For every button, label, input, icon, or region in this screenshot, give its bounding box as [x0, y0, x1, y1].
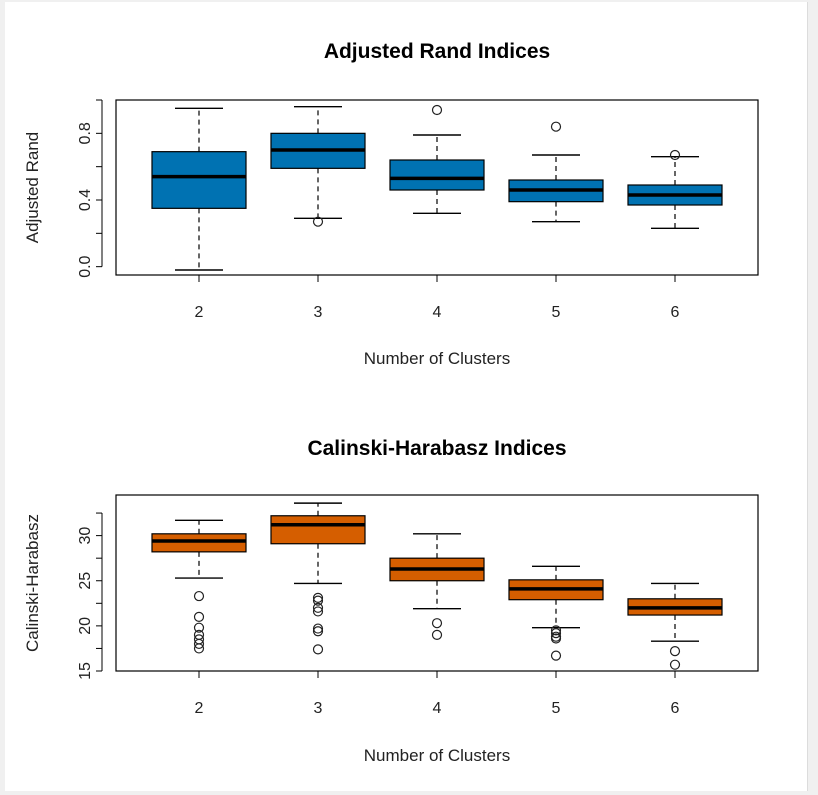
y-axis-label: Adjusted Rand [23, 132, 42, 244]
outlier-point [193, 611, 205, 622]
outlier-point [550, 625, 562, 636]
box-5 [508, 121, 604, 223]
x-tick-label: 4 [433, 304, 442, 321]
box-5 [508, 565, 604, 661]
outlier-point [312, 606, 324, 617]
x-tick-label: 2 [195, 304, 204, 321]
outlier-point [550, 121, 562, 132]
chart-2: Calinski-Harabasz Indices15202530Calinsk… [23, 437, 759, 765]
outlier-point [193, 638, 205, 650]
outlier-point [550, 650, 562, 661]
x-axis-label: Number of Clusters [364, 349, 510, 368]
box-3 [270, 502, 366, 655]
x-axis-label: Number of Clusters [364, 746, 510, 765]
x-tick-label: 5 [552, 304, 561, 321]
iqr-box [389, 159, 485, 191]
x-tick-label: 3 [314, 304, 323, 321]
x-tick-label: 6 [671, 700, 680, 717]
iqr-box [151, 533, 247, 553]
iqr-box [270, 515, 366, 545]
chart-1: Adjusted Rand Indices 0.0 0.4 0.8 Adjusted R… [23, 40, 759, 368]
box-4 [389, 533, 485, 640]
x-tick-label: 6 [671, 304, 680, 321]
y-tick-label: 25 [77, 572, 94, 590]
outlier-point [550, 627, 562, 639]
y-tick-label: 0.8 [77, 122, 94, 144]
chart-title: Calinski-Harabasz Indices [307, 437, 566, 460]
iqr-box [151, 151, 247, 209]
outlier-point [312, 626, 324, 637]
y-tick-label: 0.0 [77, 255, 94, 277]
box-6 [627, 149, 723, 230]
outlier-point [431, 618, 443, 629]
box-6 [627, 582, 723, 670]
y-axis-label: Calinski-Harabasz [23, 514, 42, 652]
outlier-point [193, 622, 205, 633]
outlier-point [669, 149, 681, 161]
outlier-point [669, 646, 681, 657]
outlier-point [312, 644, 324, 655]
outlier-point [431, 629, 443, 640]
outlier-point [312, 595, 324, 606]
x-tick-label: 5 [552, 700, 561, 717]
y-tick-label: 20 [77, 617, 94, 635]
outlier-point [312, 602, 324, 613]
y-tick-label: 30 [77, 527, 94, 545]
plot-panel [5, 2, 808, 791]
box-3 [270, 105, 366, 227]
y-tick-label: 0.4 [77, 189, 94, 211]
x-tick-label: 3 [314, 700, 323, 717]
x-tick-label: 2 [195, 700, 204, 717]
box-2 [151, 107, 247, 271]
box-4 [389, 104, 485, 215]
outlier-point [312, 592, 324, 603]
outlier-point [550, 633, 562, 644]
outlier-point [193, 643, 205, 654]
outlier-point [312, 623, 324, 634]
box-2 [151, 519, 247, 654]
x-tick-label: 4 [433, 700, 442, 717]
y-tick-label: 15 [77, 662, 94, 680]
chart-title: Adjusted Rand Indices [324, 40, 550, 63]
outlier-point [193, 590, 205, 602]
outlier-point [669, 659, 681, 670]
outlier-point [312, 216, 324, 227]
outlier-point [431, 104, 443, 116]
